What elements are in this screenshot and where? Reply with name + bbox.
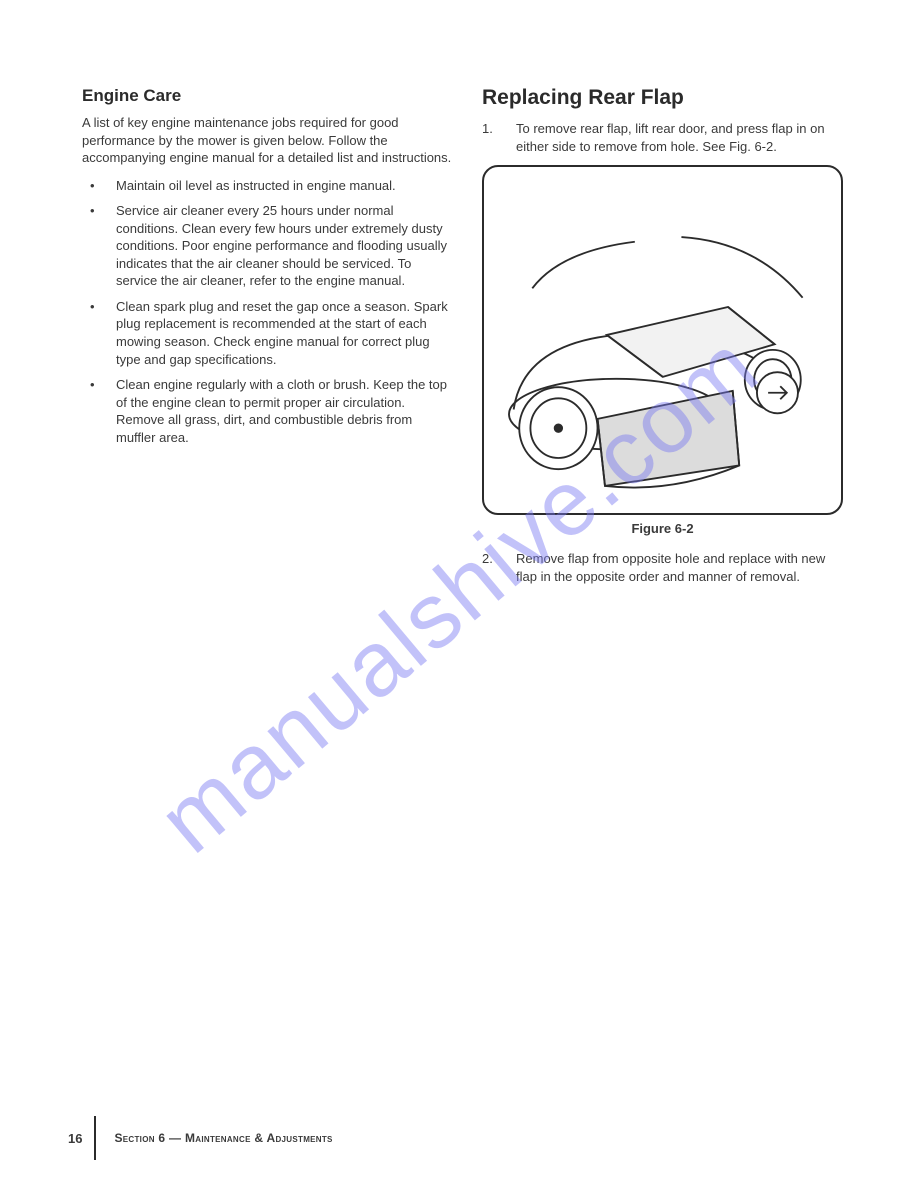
page-number: 16 xyxy=(68,1131,82,1146)
page-content: Engine Care A list of key engine mainten… xyxy=(0,0,918,593)
step-item: 2. Remove flap from opposite hole and re… xyxy=(482,550,843,585)
bullet-text: Service air cleaner every 25 hours under… xyxy=(116,202,454,290)
step-number: 1. xyxy=(482,120,516,155)
bullet-text: Clean spark plug and reset the gap once … xyxy=(116,298,454,368)
bullet-item: • Service air cleaner every 25 hours und… xyxy=(82,202,454,290)
engine-care-bullets: • Maintain oil level as instructed in en… xyxy=(82,177,454,447)
bullet-text: Maintain oil level as instructed in engi… xyxy=(116,177,396,195)
bullet-item: • Clean engine regularly with a cloth or… xyxy=(82,376,454,446)
figure-caption: Figure 6-2 xyxy=(482,521,843,536)
mower-diagram-icon xyxy=(495,177,831,502)
replace-steps-2: 2. Remove flap from opposite hole and re… xyxy=(482,550,843,585)
bullet-text: Clean engine regularly with a cloth or b… xyxy=(116,376,454,446)
bullet-dot-icon: • xyxy=(82,177,116,195)
bullet-item: • Maintain oil level as instructed in en… xyxy=(82,177,454,195)
bullet-item: • Clean spark plug and reset the gap onc… xyxy=(82,298,454,368)
step-number: 2. xyxy=(482,550,516,585)
step-text: To remove rear flap, lift rear door, and… xyxy=(516,120,843,155)
figure-6-2-box xyxy=(482,165,843,515)
bullet-dot-icon: • xyxy=(82,202,116,290)
step-text: Remove flap from opposite hole and repla… xyxy=(516,550,843,585)
footer-divider xyxy=(94,1116,96,1160)
section-label: Section 6 — Maintenance & Adjustments xyxy=(114,1131,332,1145)
engine-care-heading: Engine Care xyxy=(82,86,454,106)
bullet-dot-icon: • xyxy=(82,298,116,368)
replacing-flap-heading: Replacing Rear Flap xyxy=(482,86,843,110)
bullet-dot-icon: • xyxy=(82,376,116,446)
engine-care-intro: A list of key engine maintenance jobs re… xyxy=(82,114,454,167)
left-column: Engine Care A list of key engine mainten… xyxy=(82,86,454,593)
replace-steps: 1. To remove rear flap, lift rear door, … xyxy=(482,120,843,155)
right-column: Replacing Rear Flap 1. To remove rear fl… xyxy=(482,86,843,593)
step-item: 1. To remove rear flap, lift rear door, … xyxy=(482,120,843,155)
page-footer: 16 Section 6 — Maintenance & Adjustments xyxy=(68,1116,333,1160)
